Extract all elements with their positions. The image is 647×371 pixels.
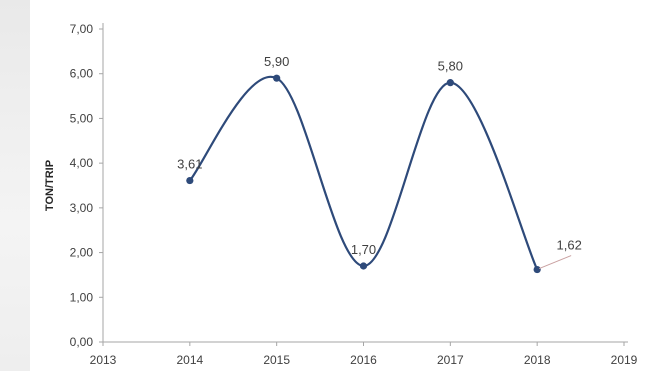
data-point [446, 79, 454, 87]
watermark-band [0, 0, 30, 371]
series-layer [186, 74, 541, 274]
y-tick-label: 7,00 [70, 22, 94, 36]
data-point [273, 74, 281, 82]
series-line [188, 75, 539, 271]
y-tick-label: 3,00 [70, 201, 94, 215]
axes: 0,00 1,00 2,00 3,00 4,00 5,00 6,00 7,00 2013 2014… [70, 22, 638, 367]
y-tick-label: 6,00 [70, 67, 94, 81]
x-tick-label: 2016 [350, 353, 377, 367]
data-labels: 3,61 5,90 1,70 5,80 1,62 [177, 54, 582, 270]
data-label: 1,70 [351, 242, 376, 257]
data-label: 5,90 [264, 54, 289, 69]
y-tick-label: 2,00 [70, 246, 94, 260]
chart-panel [30, 0, 647, 371]
x-tick-label: 2014 [176, 353, 203, 367]
y-tick-label: 0,00 [70, 335, 94, 349]
x-tick-label: 2019 [611, 353, 638, 367]
x-tick-label: 2015 [263, 353, 290, 367]
data-label: 5,80 [438, 59, 463, 74]
x-tick-label: 2018 [524, 353, 551, 367]
data-point [186, 176, 194, 185]
y-tick-label: 1,00 [70, 290, 94, 304]
x-tick-label: 2013 [90, 353, 117, 367]
y-tick-label: 5,00 [70, 111, 94, 125]
y-tick-label: 4,00 [70, 156, 94, 170]
y-axis-title: TON/TRIP [44, 160, 56, 211]
label-leader-line [538, 255, 572, 270]
data-label: 3,61 [177, 157, 202, 172]
data-point [359, 262, 368, 270]
data-point [533, 265, 541, 274]
x-tick-label: 2017 [437, 353, 464, 367]
data-label: 1,62 [557, 238, 582, 253]
